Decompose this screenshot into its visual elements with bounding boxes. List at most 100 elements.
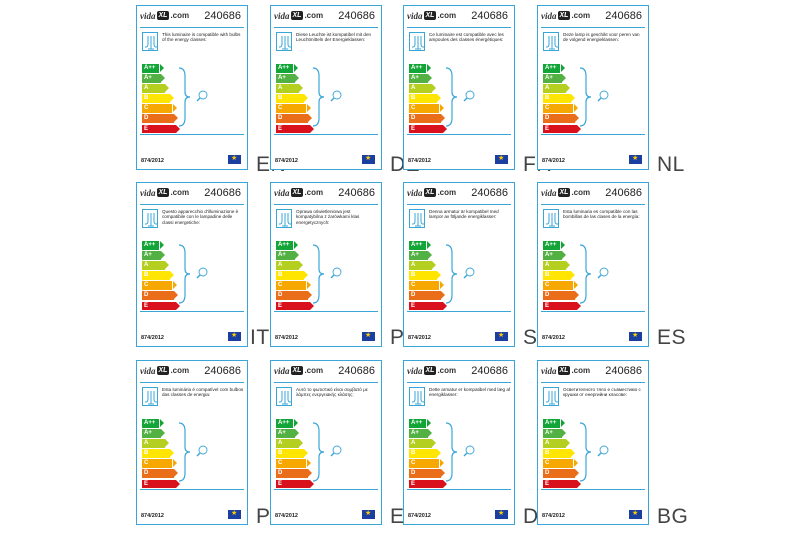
compatibility-text: This luminaire is compatible with bulbs … [162, 32, 241, 43]
divider [407, 204, 511, 205]
energy-class-bar: A [142, 439, 170, 448]
energy-class-scale: A++ A+ A B C D E [142, 64, 180, 135]
energy-class-bar: A++ [142, 419, 165, 428]
bulb-icon [597, 90, 609, 102]
energy-class-scale: A++ A+ A B C D E [142, 241, 180, 312]
divider [541, 489, 645, 490]
energy-class-bar: C [276, 104, 311, 113]
divider [407, 489, 511, 490]
product-number: 240686 [471, 10, 508, 22]
divider [140, 204, 244, 205]
energy-class-bar: A+ [276, 251, 299, 260]
energy-class-bar: A++ [543, 64, 566, 73]
divider [541, 134, 645, 135]
divider [541, 27, 645, 28]
energy-class-bar: D [276, 291, 313, 301]
eu-flag-icon [495, 331, 508, 341]
compatibility-text: Esta luminaria es compatible con las bom… [563, 209, 640, 220]
eu-flag-icon [495, 154, 508, 164]
product-number: 240686 [605, 10, 642, 22]
energy-class-scale: A++ A+ A B C D E [409, 419, 447, 490]
divider [274, 382, 378, 383]
energy-label-el: vida XL .com 240686 Αυτό το φωτιστικό είνα… [270, 360, 382, 525]
energy-class-bar: A+ [409, 251, 432, 260]
energy-class-bar: A [276, 84, 304, 93]
brace-icon [178, 67, 191, 127]
compatibility-text: Deze lamp is geschikt voor peren van de … [563, 32, 640, 43]
energy-class-bar: B [142, 271, 175, 280]
energy-class-bar: A+ [543, 429, 566, 438]
energy-class-bar: D [142, 469, 179, 479]
product-number: 240686 [338, 187, 375, 199]
energy-class-bar: B [276, 94, 309, 103]
energy-class-bar: B [142, 94, 175, 103]
energy-class-bar: D [543, 114, 580, 124]
divider [140, 382, 244, 383]
lamp-icon [543, 387, 559, 406]
energy-class-bar: A+ [409, 429, 432, 438]
energy-label-fr: vida XL .com 240686 Ce luminaire est compa… [403, 5, 515, 170]
brand-logo: vida XL .com [274, 187, 324, 198]
energy-class-bar: E [543, 301, 581, 311]
energy-class-bar: A++ [409, 419, 432, 428]
bulb-icon [597, 267, 609, 279]
eu-flag-icon [495, 509, 508, 519]
language-code: IT [250, 326, 270, 349]
eu-flag-icon [629, 154, 642, 164]
product-number: 240686 [204, 365, 241, 377]
brace-icon [178, 244, 191, 304]
brace-icon [445, 422, 458, 482]
energy-class-bar: B [276, 449, 309, 458]
brand-logo: vida XL .com [407, 187, 457, 198]
energy-class-bar: E [276, 301, 314, 311]
divider [274, 204, 378, 205]
energy-class-bar: A+ [409, 74, 432, 83]
eu-flag-icon [362, 331, 375, 341]
divider [407, 311, 511, 312]
lamp-icon [142, 32, 158, 51]
energy-class-bar: E [142, 301, 180, 311]
energy-label-se: vida XL .com 240686 Denna armatur är kompa… [403, 182, 515, 347]
divider [407, 134, 511, 135]
brand-logo: vida XL .com [274, 10, 324, 21]
energy-class-bar: A++ [276, 419, 299, 428]
energy-class-bar: E [142, 124, 180, 134]
energy-class-bar: C [409, 281, 444, 290]
energy-class-bar: A++ [276, 64, 299, 73]
lamp-icon [409, 209, 425, 228]
eu-flag-icon [362, 509, 375, 519]
energy-class-bar: A++ [142, 64, 165, 73]
divider [274, 489, 378, 490]
regulation-number: 874/2012 [542, 158, 565, 164]
language-code: ES [657, 326, 687, 349]
divider [407, 382, 511, 383]
lamp-icon [276, 387, 292, 406]
energy-class-bar: D [142, 291, 179, 301]
bulb-icon [330, 267, 342, 279]
regulation-number: 874/2012 [408, 513, 431, 519]
energy-class-bar: A++ [142, 241, 165, 250]
energy-class-bar: E [543, 124, 581, 134]
bulb-icon [597, 445, 609, 457]
divider [274, 27, 378, 28]
compatibility-text: Diese Leuchte ist kompatibel mit den Leu… [296, 32, 372, 43]
divider [407, 27, 511, 28]
energy-class-bar: A+ [142, 251, 165, 260]
lamp-icon [543, 209, 559, 228]
energy-class-bar: A++ [409, 241, 432, 250]
energy-class-bar: A+ [276, 429, 299, 438]
eu-flag-icon [629, 331, 642, 341]
lamp-icon [409, 32, 425, 51]
regulation-number: 874/2012 [275, 335, 298, 341]
compatibility-text: Oprawa oświetleniowa jest kompatybilna z… [296, 209, 360, 225]
energy-class-bar: D [276, 469, 313, 479]
bulb-icon [330, 90, 342, 102]
eu-flag-icon [228, 154, 241, 164]
energy-label-nl: vida XL .com 240686 Deze lamp is geschikt … [537, 5, 649, 170]
eu-flag-icon [629, 509, 642, 519]
energy-class-bar: A [543, 84, 571, 93]
divider [274, 134, 378, 135]
brand-logo: vida XL .com [541, 187, 591, 198]
bulb-icon [196, 267, 208, 279]
compatibility-text: Dette armatur er kompatibel med læg af e… [429, 387, 511, 398]
